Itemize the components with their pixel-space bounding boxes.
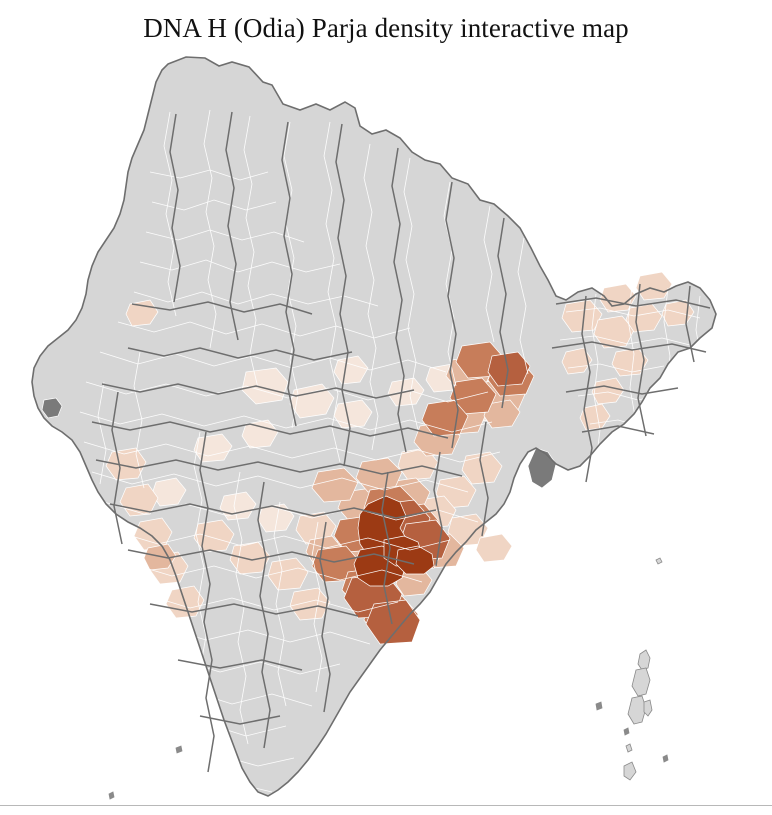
island-speck — [176, 746, 182, 753]
south-andaman — [628, 696, 646, 724]
district-shaded — [600, 284, 636, 312]
district-shaded — [334, 356, 368, 384]
island-speck — [624, 728, 629, 735]
district-shaded — [636, 272, 672, 300]
districts-level-2[interactable] — [106, 272, 694, 620]
district-shaded — [562, 300, 602, 332]
district-shaded — [268, 558, 308, 590]
district-shaded — [488, 352, 530, 386]
district-shaded — [592, 378, 624, 404]
district-shaded — [312, 468, 358, 502]
page-title: DNA H (Odia) Parja density interactive m… — [143, 13, 629, 43]
north-andaman — [638, 650, 650, 670]
district-shaded — [594, 316, 634, 348]
india-choropleth-svg[interactable] — [0, 52, 772, 807]
district-shaded — [484, 400, 520, 428]
island-speck — [109, 792, 114, 799]
middle-andaman — [632, 668, 650, 696]
district-shaded — [290, 384, 334, 418]
andaman-nicobar-islands[interactable] — [109, 558, 712, 807]
island-speck — [626, 744, 632, 752]
kutch-patch — [42, 398, 62, 418]
island-speck — [656, 558, 662, 564]
district-shaded — [242, 420, 278, 448]
island-speck — [624, 762, 636, 780]
district-shaded — [106, 448, 146, 480]
district-shaded — [476, 534, 512, 562]
district-shaded — [366, 600, 420, 644]
district-shaded — [194, 520, 234, 552]
country-outline-group — [32, 57, 716, 796]
state-boundaries — [92, 112, 710, 772]
island-speck — [663, 755, 668, 762]
bottom-divider — [0, 805, 772, 806]
map-canvas[interactable] — [0, 52, 772, 807]
island-speck — [596, 702, 602, 710]
district-boundaries — [79, 109, 703, 793]
island-speck — [644, 700, 652, 716]
